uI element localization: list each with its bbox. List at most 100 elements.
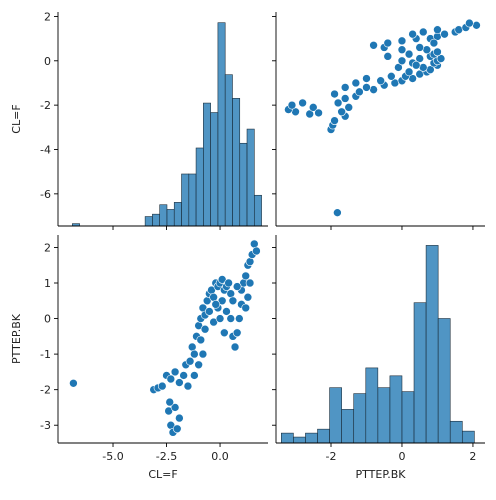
y-tick-label: 0 — [44, 313, 51, 326]
scatter-point — [404, 49, 414, 59]
scatter-point — [333, 98, 343, 108]
scatter-point — [376, 76, 385, 86]
scatter-point — [209, 317, 218, 327]
scatter-point — [157, 381, 167, 391]
scatter-point — [232, 328, 242, 338]
x-tick-label: -2.5 — [156, 450, 177, 463]
histogram-bar — [413, 302, 427, 444]
scatter-point — [235, 314, 244, 323]
scatter-point — [245, 278, 255, 288]
scatter-point — [205, 307, 214, 316]
scatter-point — [344, 103, 354, 112]
y-tick-label: -1 — [40, 348, 51, 361]
scatter-point — [224, 278, 233, 288]
scatter-point — [200, 324, 210, 334]
x-tick-label: 2 — [469, 450, 476, 463]
scatter-point — [465, 18, 474, 28]
x-tick-label: -2 — [326, 450, 337, 463]
scatter-point — [211, 300, 221, 309]
scatter-point — [252, 246, 261, 256]
scatter-point — [429, 38, 439, 48]
x-axis-label: PTTEP.BK — [355, 468, 406, 481]
histogram-bar — [353, 393, 367, 444]
y-axis-label: CL=F — [10, 104, 23, 133]
y-tick-label: 1 — [44, 277, 51, 290]
y-tick-label: -4 — [40, 143, 51, 156]
scatter-point — [187, 342, 197, 352]
scatter-point — [308, 103, 318, 112]
scatter-point — [232, 282, 242, 291]
histogram-bar — [305, 432, 318, 444]
scatter-point — [190, 349, 199, 359]
scatter-point — [217, 275, 227, 284]
scatter-point — [418, 63, 428, 72]
scatter-point — [411, 60, 421, 70]
scatter-point — [433, 25, 442, 35]
x-tick-label: -5.0 — [102, 450, 123, 463]
histogram-bar — [377, 387, 391, 444]
scatter-point — [404, 67, 414, 77]
scatter-point — [418, 27, 428, 37]
histogram-bar — [461, 430, 475, 444]
scatter-point — [355, 87, 364, 97]
scatter-point — [362, 83, 371, 92]
histogram-bar — [437, 318, 451, 444]
scatter-point — [314, 108, 323, 118]
scatter-point — [436, 54, 446, 63]
scatter-point — [190, 371, 199, 380]
scatter-point — [230, 342, 240, 352]
histogram-bar — [144, 216, 153, 227]
scatter-point — [198, 349, 208, 359]
scatter-point — [383, 38, 393, 48]
histogram-bar — [195, 147, 204, 227]
scatter-point — [175, 413, 184, 423]
scatter-point — [397, 36, 407, 46]
scatter-point — [179, 371, 188, 380]
histogram-bar — [365, 367, 379, 444]
histogram-bar — [401, 391, 415, 444]
y-tick-label: 2 — [44, 10, 51, 23]
scatter-point — [387, 72, 396, 81]
scatter-point — [241, 303, 251, 313]
scatter-point — [241, 271, 251, 281]
x-tick-label: 0 — [398, 450, 405, 463]
scatter-point — [408, 29, 417, 39]
y-tick-label: -2 — [40, 99, 51, 112]
scatter-point — [69, 378, 78, 388]
histogram-bar — [159, 204, 168, 227]
histogram-bar — [239, 142, 248, 227]
scatter-point — [397, 56, 407, 66]
scatter-point — [220, 328, 229, 338]
y-axis-label: PTTEP.BK — [10, 313, 23, 364]
scatter-point — [170, 403, 180, 412]
scatter-point — [222, 307, 231, 316]
scatter-point — [362, 74, 371, 83]
scatter-point — [433, 47, 442, 57]
scatter-point — [165, 397, 175, 407]
scatter-point — [369, 40, 378, 50]
histogram-bar — [173, 202, 182, 227]
y-tick-label: -6 — [40, 188, 51, 201]
x-tick-label: 0.0 — [211, 450, 229, 463]
scatter-point — [422, 45, 432, 54]
scatter-point — [337, 107, 346, 117]
scatter-point — [172, 424, 182, 434]
scatter-point — [196, 335, 206, 345]
scatter-point — [166, 374, 176, 384]
histogram-bar — [281, 432, 294, 444]
scatter-point — [226, 314, 236, 323]
histogram-bar — [203, 102, 211, 227]
scatter-point — [330, 116, 339, 125]
scatter-point — [287, 100, 297, 110]
histogram-bar — [188, 173, 197, 227]
scatter-point — [397, 45, 407, 54]
scatter-point — [175, 378, 184, 387]
scatter-point — [228, 296, 238, 306]
histogram-bar — [181, 173, 190, 227]
scatter-point — [170, 367, 180, 377]
scatter-point — [245, 257, 255, 266]
histogram-bar — [253, 194, 262, 227]
scatter-point — [183, 381, 193, 391]
histogram-bar — [224, 74, 233, 227]
y-tick-label: 0 — [44, 55, 51, 68]
